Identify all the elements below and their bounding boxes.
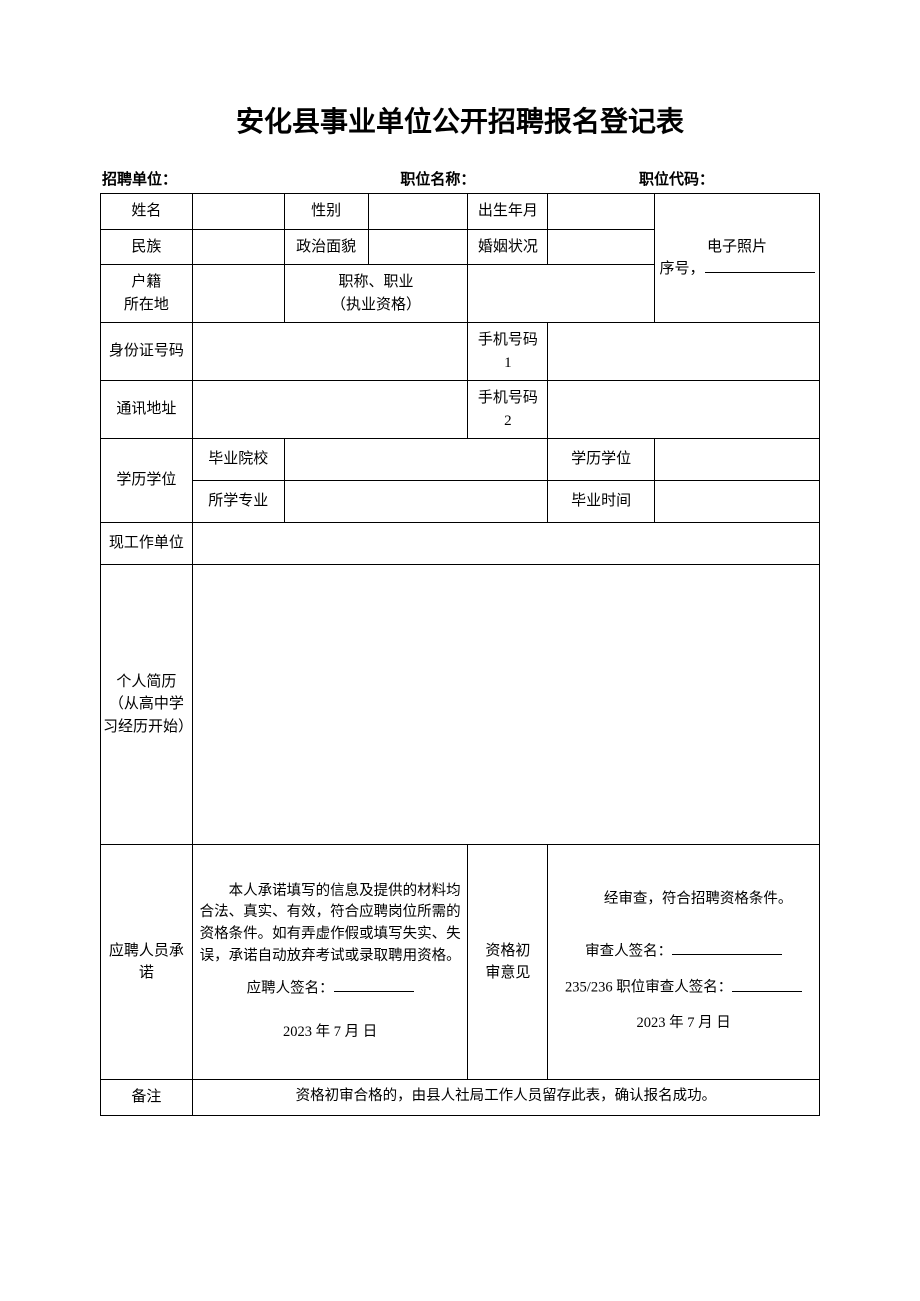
commitment-date: 2023 年 7 月 日	[195, 1022, 466, 1044]
header-position-name: 职位名称：	[400, 168, 639, 189]
review-l1: 资格初	[485, 943, 530, 959]
label-note: 备注	[101, 1080, 193, 1116]
review-sig1-label: 审查人签名：	[585, 943, 672, 959]
field-name	[192, 194, 284, 230]
photo-line2: 序号，	[660, 261, 705, 277]
label-resume: 个人简历 （从高中学 习经历开始）	[101, 565, 193, 845]
label-household: 户籍 所在地	[101, 265, 193, 323]
field-political	[368, 229, 468, 265]
page-title: 安化县事业单位公开招聘报名登记表	[100, 100, 820, 140]
review-l2: 审意见	[485, 965, 530, 981]
household-l2: 所在地	[124, 297, 169, 313]
field-phone1	[548, 323, 820, 381]
label-school: 毕业院校	[192, 439, 284, 481]
photo-line1: 电子照片	[707, 239, 767, 255]
label-political: 政治面貌	[284, 229, 368, 265]
field-id-number	[192, 323, 468, 381]
field-current-work	[192, 523, 819, 565]
position-name-label: 职位名称：	[400, 168, 475, 189]
resume-l2: （从高中学	[109, 696, 184, 712]
label-phone2: 手机号码 2	[468, 381, 548, 439]
review-date: 2023 年 7 月 日	[550, 1013, 817, 1035]
commitment-signature-line: 应聘人签名：	[195, 978, 466, 1000]
resume-l1: 个人简历	[116, 674, 176, 690]
label-marital: 婚姻状况	[468, 229, 548, 265]
label-name: 姓名	[101, 194, 193, 230]
field-title-qual	[468, 265, 655, 323]
label-id-number: 身份证号码	[101, 323, 193, 381]
field-birth	[548, 194, 655, 230]
label-current-work: 现工作单位	[101, 523, 193, 565]
header-unit: 招聘单位：	[102, 168, 400, 189]
field-grad-date	[655, 481, 820, 523]
review-sig1-line: 审查人签名：	[550, 941, 817, 963]
phone2-l1: 手机号码	[478, 390, 538, 406]
photo-cell: 电子照片 序号，	[655, 194, 820, 323]
field-major	[284, 481, 548, 523]
phone1-l1: 手机号码	[478, 332, 538, 348]
titlequal-l1: 职称、职业	[339, 274, 414, 290]
commitment-sig-label: 应聘人签名：	[247, 980, 334, 996]
commitment-text-cell: 本人承诺填写的信息及提供的材料均合法、真实、有效，符合应聘岗位所需的资格条件。如…	[192, 845, 468, 1080]
field-marital	[548, 229, 655, 265]
commitment-sig-underline	[334, 978, 414, 993]
review-sig2-line: 235/236 职位审查人签名：	[550, 977, 817, 999]
registration-form-table: 姓名 性别 出生年月 电子照片 序号， 民族 政治面貌 婚姻状况 户籍 所在地 …	[100, 193, 820, 1116]
field-address	[192, 381, 468, 439]
note-text: 资格初审合格的，由县人社局工作人员留存此表，确认报名成功。	[192, 1080, 819, 1116]
unit-label: 招聘单位：	[102, 168, 177, 189]
review-text-cell: 经审查，符合招聘资格条件。 审查人签名： 235/236 职位审查人签名： 20…	[548, 845, 820, 1080]
field-school	[284, 439, 548, 481]
household-l1: 户籍	[131, 274, 161, 290]
label-phone1: 手机号码 1	[468, 323, 548, 381]
commitment-body: 本人承诺填写的信息及提供的材料均合法、真实、有效，符合应聘岗位所需的资格条件。如…	[195, 881, 466, 968]
label-ethnicity: 民族	[101, 229, 193, 265]
label-education: 学历学位	[101, 439, 193, 523]
header-position-code: 职位代码：	[639, 168, 818, 189]
field-household	[192, 265, 284, 323]
field-ethnicity	[192, 229, 284, 265]
review-body: 经审查，符合招聘资格条件。	[550, 889, 817, 911]
review-sig2-underline	[732, 977, 802, 992]
label-grad-date: 毕业时间	[548, 481, 655, 523]
label-birth: 出生年月	[468, 194, 548, 230]
review-sig1-underline	[672, 941, 782, 956]
review-sig2-label: 235/236 职位审查人签名：	[565, 980, 732, 996]
label-commitment: 应聘人员承诺	[101, 845, 193, 1080]
label-title-qual: 职称、职业 （执业资格）	[284, 265, 468, 323]
header-row: 招聘单位： 职位名称： 职位代码：	[100, 168, 820, 189]
label-review: 资格初 审意见	[468, 845, 548, 1080]
resume-l3: 习经历开始）	[103, 719, 193, 735]
field-resume	[192, 565, 819, 845]
label-degree: 学历学位	[548, 439, 655, 481]
label-major: 所学专业	[192, 481, 284, 523]
titlequal-l2: （执业资格）	[331, 297, 421, 313]
photo-underline	[705, 258, 815, 273]
label-address: 通讯地址	[101, 381, 193, 439]
field-phone2	[548, 381, 820, 439]
label-gender: 性别	[284, 194, 368, 230]
position-code-label: 职位代码：	[639, 168, 714, 189]
phone2-l2: 2	[504, 413, 512, 429]
field-gender	[368, 194, 468, 230]
field-degree	[655, 439, 820, 481]
phone1-l2: 1	[504, 355, 512, 371]
